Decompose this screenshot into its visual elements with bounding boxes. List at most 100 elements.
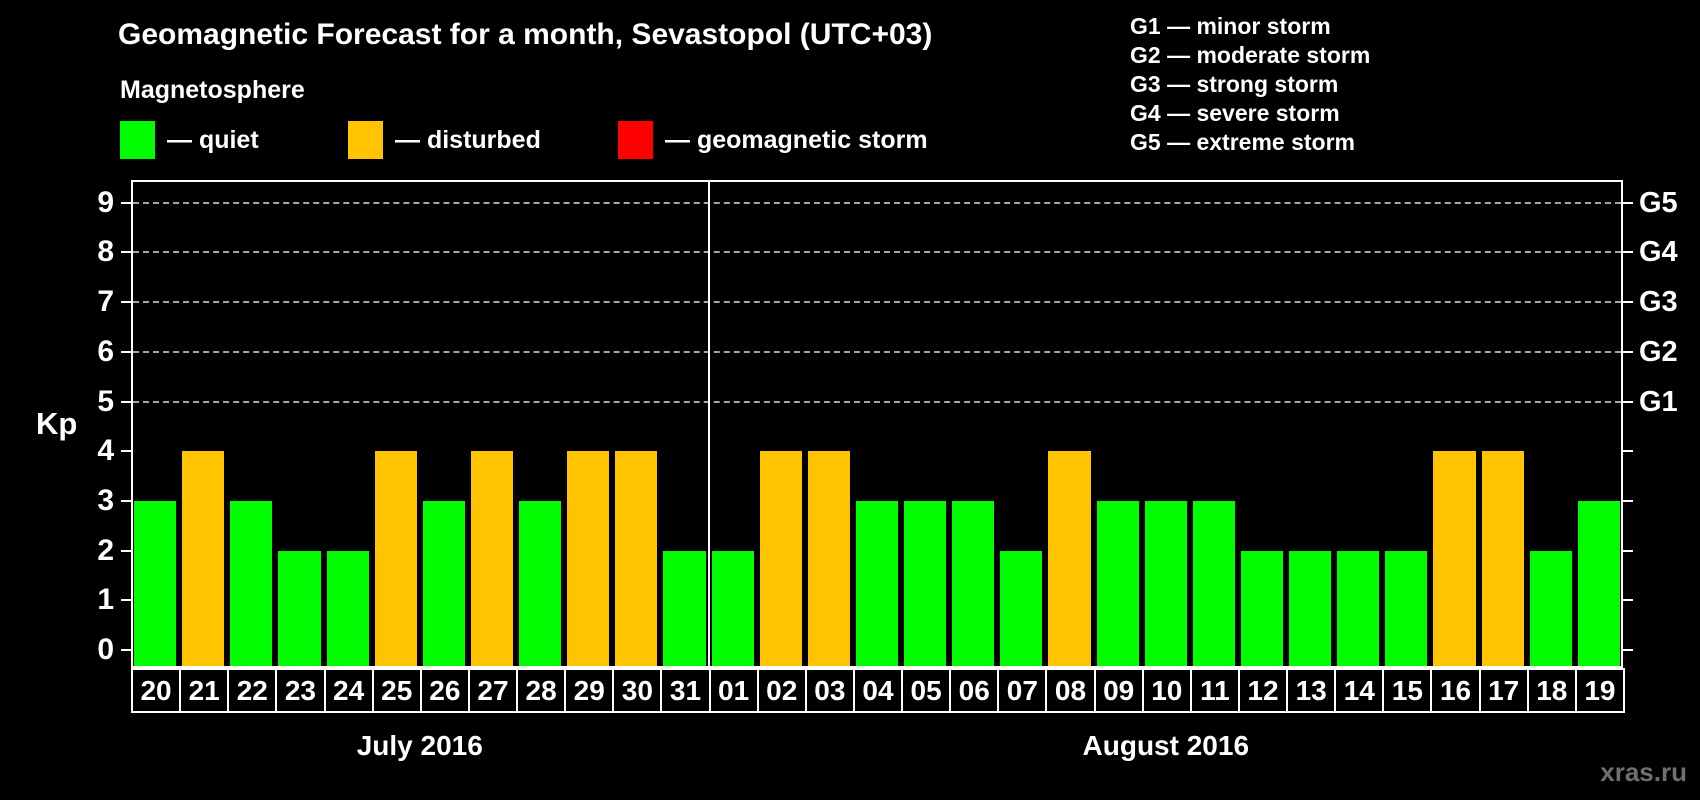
day-label-02: 02 bbox=[756, 668, 807, 713]
kp-bar-11 bbox=[1192, 500, 1235, 668]
kp-bar-02 bbox=[759, 451, 802, 668]
day-label-08: 08 bbox=[1045, 668, 1096, 713]
kp-bar-22 bbox=[230, 500, 273, 668]
y-tick-label-0: 0 bbox=[97, 633, 114, 666]
day-label-20: 20 bbox=[131, 668, 182, 713]
legend-item-disturbed: — disturbed bbox=[348, 120, 541, 160]
day-label-16: 16 bbox=[1430, 668, 1481, 713]
storm-scale-g4: G4 — severe storm bbox=[1130, 100, 1340, 126]
day-label-12: 12 bbox=[1237, 668, 1289, 713]
kp-bar-16 bbox=[1433, 451, 1476, 668]
kp-bar-25 bbox=[374, 451, 417, 668]
y-axis-tick-right-6 bbox=[1623, 350, 1633, 353]
day-label-04: 04 bbox=[852, 668, 904, 713]
kp-bar-04 bbox=[855, 500, 899, 668]
kp-bar-08 bbox=[1048, 451, 1091, 668]
y-tick-label-3: 3 bbox=[97, 483, 114, 517]
y-axis-tick-right-7 bbox=[1623, 301, 1633, 304]
storm-scale-g5: G5 — extreme storm bbox=[1130, 129, 1355, 155]
kp-bar-18 bbox=[1529, 550, 1572, 668]
day-label-26: 26 bbox=[419, 668, 470, 713]
y-axis-tick-right-3 bbox=[1623, 499, 1633, 502]
y-tick-label-8: 8 bbox=[97, 235, 114, 269]
right-axis-label-g1: G1 bbox=[1639, 385, 1678, 418]
y-axis-tick-left-8 bbox=[121, 251, 131, 254]
day-label-27: 27 bbox=[467, 668, 519, 713]
y-tick-label-4: 4 bbox=[97, 434, 114, 468]
y-axis-tick-right-4 bbox=[1623, 450, 1633, 453]
legend-label-disturbed: — disturbed bbox=[395, 125, 541, 154]
day-label-18: 18 bbox=[1526, 668, 1577, 713]
storm-scale-g2: G2 — moderate storm bbox=[1130, 42, 1371, 68]
storm-scale-g3: G3 — strong storm bbox=[1130, 71, 1339, 97]
y-axis-tick-right-0 bbox=[1623, 649, 1633, 651]
kp-bar-12 bbox=[1240, 550, 1284, 668]
right-axis-label-g2: G2 bbox=[1639, 335, 1678, 368]
quiet-color-swatch bbox=[120, 121, 155, 159]
gridline-kp5 bbox=[133, 400, 1621, 403]
day-label-11: 11 bbox=[1189, 668, 1240, 713]
legend-label-storm: — geomagnetic storm bbox=[665, 125, 928, 154]
y-axis-tick-right-8 bbox=[1623, 251, 1633, 254]
magnetosphere-legend-heading: Magnetosphere bbox=[120, 76, 305, 104]
month-label-2: August 2016 bbox=[1082, 730, 1250, 761]
y-axis-tick-left-1 bbox=[121, 599, 131, 602]
y-tick-label-2: 2 bbox=[97, 533, 114, 567]
y-tick-label-1: 1 bbox=[97, 583, 114, 617]
kp-bar-26 bbox=[422, 500, 465, 668]
day-label-13: 13 bbox=[1286, 668, 1337, 713]
day-label-19: 19 bbox=[1574, 668, 1625, 713]
storm-scale-g1: G1 — minor storm bbox=[1130, 13, 1331, 39]
kp-bar-07 bbox=[1000, 550, 1043, 668]
kp-bar-24 bbox=[326, 550, 369, 668]
storm-scale-legend: G1 — minor storm G2 — moderate storm G3 … bbox=[1130, 12, 1370, 157]
legend-label-quiet: — quiet bbox=[167, 125, 259, 154]
y-axis-tick-left-5 bbox=[121, 400, 131, 403]
day-label-09: 09 bbox=[1093, 668, 1144, 713]
day-label-10: 10 bbox=[1141, 668, 1192, 713]
y-axis-tick-left-4 bbox=[121, 450, 131, 453]
gridline-kp9 bbox=[133, 201, 1621, 204]
day-label-22: 22 bbox=[227, 668, 278, 713]
day-label-17: 17 bbox=[1478, 668, 1529, 713]
y-axis-tick-left-2 bbox=[121, 549, 131, 552]
day-label-23: 23 bbox=[275, 668, 326, 713]
disturbed-color-swatch bbox=[348, 121, 383, 159]
kp-bar-21 bbox=[182, 451, 225, 668]
y-tick-label-7: 7 bbox=[97, 285, 114, 319]
kp-bar-19 bbox=[1577, 500, 1620, 668]
kp-bar-28 bbox=[519, 500, 562, 668]
kp-bar-31 bbox=[663, 550, 706, 668]
kp-bar-30 bbox=[615, 451, 658, 668]
y-axis-tick-left-9 bbox=[121, 201, 131, 204]
kp-bar-13 bbox=[1289, 550, 1332, 668]
kp-bar-20 bbox=[134, 500, 177, 668]
day-label-21: 21 bbox=[179, 668, 230, 713]
y-tick-label-9: 9 bbox=[97, 185, 114, 219]
kp-bar-06 bbox=[952, 500, 995, 668]
gridline-kp7 bbox=[133, 301, 1621, 304]
chart-title: Geomagnetic Forecast for a month, Sevast… bbox=[118, 18, 933, 51]
y-axis-tick-right-9 bbox=[1623, 201, 1633, 204]
kp-bar-23 bbox=[278, 550, 321, 668]
y-axis-tick-right-2 bbox=[1623, 549, 1633, 552]
kp-bar-10 bbox=[1144, 500, 1187, 668]
kp-bar-05 bbox=[904, 500, 947, 668]
day-label-07: 07 bbox=[997, 668, 1048, 713]
day-label-03: 03 bbox=[804, 668, 855, 713]
day-label-15: 15 bbox=[1382, 668, 1433, 713]
day-label-01: 01 bbox=[708, 668, 759, 713]
storm-color-swatch bbox=[618, 121, 653, 159]
legend-item-storm: — geomagnetic storm bbox=[618, 120, 928, 160]
day-label-30: 30 bbox=[612, 668, 663, 713]
month-label-1: July 2016 bbox=[356, 730, 483, 761]
kp-bar-01 bbox=[711, 550, 754, 668]
day-label-06: 06 bbox=[949, 668, 1000, 713]
gridline-kp8 bbox=[133, 251, 1621, 254]
y-axis-tick-left-7 bbox=[121, 301, 131, 304]
day-label-14: 14 bbox=[1334, 668, 1385, 713]
day-label-25: 25 bbox=[371, 668, 422, 713]
day-label-05: 05 bbox=[901, 668, 952, 713]
y-axis-tick-left-0 bbox=[121, 649, 131, 651]
